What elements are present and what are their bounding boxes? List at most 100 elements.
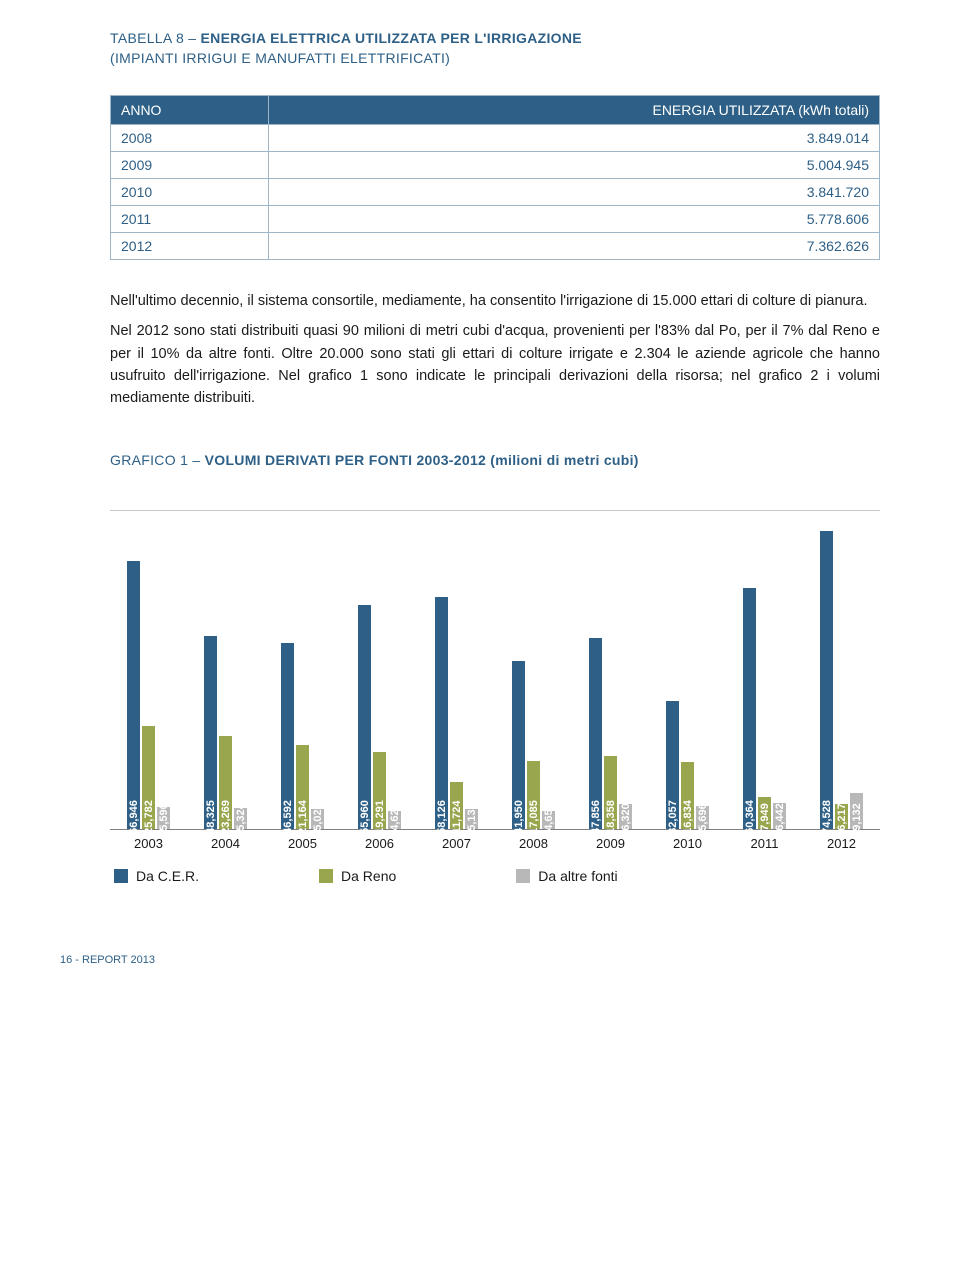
bar: 4,650	[542, 811, 555, 830]
year-group: 55,96019,2914,628	[358, 605, 401, 829]
bar: 6,217	[835, 804, 848, 829]
year-group: 58,12611,7245,131	[435, 597, 478, 830]
bar: 5,324	[234, 808, 247, 829]
title-main: ENERGIA ELETTRICA UTILIZZATA PER L'IRRIG…	[201, 30, 582, 46]
bar: 55,960	[358, 605, 371, 829]
bar-label: 47,856	[590, 800, 602, 834]
bar-label: 7,949	[759, 803, 771, 831]
bar-label: 46,592	[282, 800, 294, 834]
swatch-reno	[319, 869, 333, 883]
bar-label: 6,442	[774, 803, 786, 831]
bar-label: 16,834	[682, 800, 694, 834]
x-tick: 2006	[365, 836, 394, 851]
year-group: 41,95017,0854,650	[512, 661, 555, 829]
bar: 21,164	[296, 745, 309, 830]
table-row: 20127.362.626	[111, 232, 880, 259]
bar: 66,946	[127, 561, 140, 829]
bar-label: 60,364	[744, 800, 756, 834]
x-axis: 2003 2004 2005 2006 2007 2008 2009 2010 2011 2012	[110, 836, 880, 854]
table-row: 20083.849.014	[111, 124, 880, 151]
bar-label: 41,950	[513, 800, 525, 834]
bar-label: 18,358	[605, 800, 617, 834]
swatch-alt	[516, 869, 530, 883]
bar-label: 6,320	[620, 803, 632, 831]
table-row: 20115.778.606	[111, 205, 880, 232]
chart-title-prefix: GRAFICO 1 –	[110, 452, 205, 468]
table-cell: 3.841.720	[269, 178, 880, 205]
bar: 41,950	[512, 661, 525, 829]
bar-label: 17,085	[528, 800, 540, 834]
col-energia: ENERGIA UTILIZZATA (kWh totali)	[269, 95, 880, 124]
legend-label-cer: Da C.E.R.	[136, 868, 199, 884]
page-footer: 16 - REPORT 2013	[60, 954, 880, 966]
bar-label: 74,528	[821, 800, 833, 834]
bar: 58,126	[435, 597, 448, 830]
paragraph-2: Nel 2012 sono stati distribuiti quasi 90…	[110, 320, 880, 410]
table-cell: 3.849.014	[269, 124, 880, 151]
legend-cer: Da C.E.R.	[114, 868, 199, 884]
x-tick: 2008	[519, 836, 548, 851]
table-row: 20103.841.720	[111, 178, 880, 205]
bar: 60,364	[743, 588, 756, 829]
legend: Da C.E.R. Da Reno Da altre fonti	[110, 868, 880, 884]
bar: 46,592	[281, 643, 294, 829]
bar: 5,131	[465, 809, 478, 830]
x-tick: 2005	[288, 836, 317, 851]
bar: 4,628	[388, 811, 401, 830]
bar-label: 5,131	[466, 803, 478, 831]
bar-label: 11,724	[451, 801, 463, 834]
table-cell: 2012	[111, 232, 269, 259]
chart-title: GRAFICO 1 – VOLUMI DERIVATI PER FONTI 20…	[110, 450, 880, 470]
chart-title-main: VOLUMI DERIVATI PER FONTI 2003-2012 (mil…	[205, 452, 639, 468]
bar-label: 4,628	[389, 803, 401, 831]
paragraph-1: Nell'ultimo decennio, il sistema consort…	[110, 290, 880, 312]
bar: 19,291	[373, 752, 386, 829]
bar-label: 5,024	[312, 803, 324, 831]
x-tick: 2010	[673, 836, 702, 851]
x-tick: 2007	[442, 836, 471, 851]
bar: 6,442	[773, 803, 786, 829]
year-group: 60,3647,9496,442	[743, 588, 786, 829]
swatch-cer	[114, 869, 128, 883]
legend-reno: Da Reno	[319, 868, 396, 884]
bar: 32,057	[666, 701, 679, 829]
bar-label: 25,782	[143, 800, 155, 834]
bar: 6,320	[619, 804, 632, 829]
table-cell: 7.362.626	[269, 232, 880, 259]
year-group: 32,05716,8345,696	[666, 701, 709, 829]
year-group: 46,59221,1645,024	[281, 643, 324, 829]
table-cell: 2010	[111, 178, 269, 205]
bar: 5,024	[311, 809, 324, 829]
x-tick: 2011	[751, 836, 779, 851]
bar: 7,949	[758, 797, 771, 829]
bar-label: 66,946	[128, 800, 140, 834]
title-prefix: TABELLA 8 –	[110, 30, 201, 46]
bar: 16,834	[681, 762, 694, 829]
bar: 23,269	[219, 736, 232, 829]
bar: 17,085	[527, 761, 540, 829]
bar: 48,325	[204, 636, 217, 829]
x-tick: 2009	[596, 836, 625, 851]
x-tick: 2003	[134, 836, 163, 851]
bar-label: 23,269	[220, 800, 232, 834]
legend-label-alt: Da altre fonti	[538, 868, 617, 884]
bar: 5,696	[696, 806, 709, 829]
table-row: 20095.004.945	[111, 151, 880, 178]
energy-table: ANNO ENERGIA UTILIZZATA (kWh totali) 200…	[110, 95, 880, 260]
body-text: Nell'ultimo decennio, il sistema consort…	[110, 290, 880, 410]
table-cell: 5.778.606	[269, 205, 880, 232]
bar-label: 4,650	[543, 803, 555, 831]
bar-label: 48,325	[205, 800, 217, 834]
legend-label-reno: Da Reno	[341, 868, 396, 884]
bar-label: 9,132	[851, 803, 863, 831]
bar-label: 21,164	[297, 800, 309, 834]
year-group: 47,85618,3586,320	[589, 638, 632, 829]
bar: 74,528	[820, 531, 833, 829]
bar-label: 5,696	[697, 803, 709, 831]
bar-label: 5,324	[235, 803, 247, 831]
col-anno: ANNO	[111, 95, 269, 124]
year-group: 66,94625,7825,590	[127, 561, 170, 829]
x-tick: 2012	[827, 836, 856, 851]
x-tick: 2004	[211, 836, 240, 851]
bar-label: 58,126	[436, 800, 448, 834]
